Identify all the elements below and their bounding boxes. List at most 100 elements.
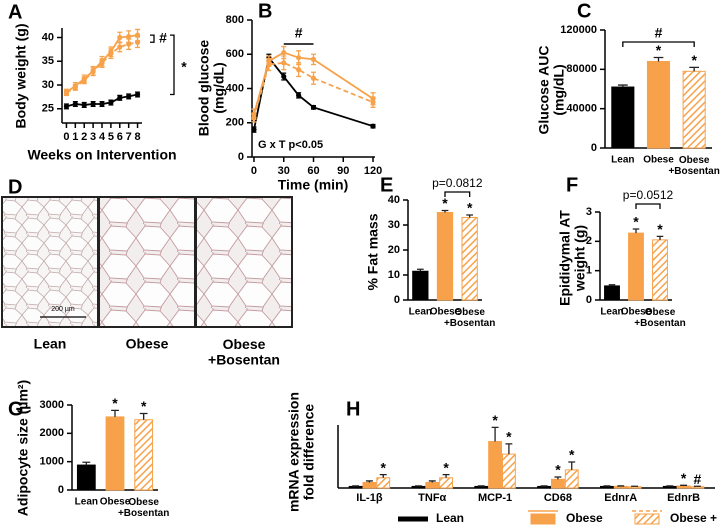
x-tick-label: Obese — [430, 307, 461, 318]
panel-letter: C — [577, 0, 591, 22]
error-bar — [689, 66, 700, 72]
significance-marker: * — [443, 459, 449, 475]
point — [370, 99, 376, 105]
point — [370, 123, 376, 129]
point — [72, 84, 78, 90]
point — [81, 102, 87, 108]
y-tick-label: 10 — [388, 269, 400, 281]
y-tick-label: 600 — [226, 48, 244, 60]
bar — [652, 239, 668, 301]
point — [99, 60, 105, 66]
x-tick-label: 6 — [117, 131, 123, 143]
bar — [501, 453, 516, 489]
significance-marker: * — [633, 214, 639, 230]
x-tick-label: 0 — [63, 131, 69, 143]
bar — [662, 485, 677, 489]
image-label: Lean — [34, 336, 67, 352]
x-tick-label: EdnrA — [604, 492, 637, 504]
annotation: p=0.0512 — [623, 188, 674, 202]
point — [90, 101, 96, 107]
panel-letter: D — [8, 176, 22, 198]
point — [251, 115, 257, 121]
bar — [412, 270, 429, 301]
point — [117, 44, 123, 50]
x-tick-label: 90 — [337, 165, 349, 177]
y-tick-label: 1000 — [40, 456, 64, 468]
bar — [105, 416, 125, 491]
x-tick-label: 8 — [134, 131, 140, 143]
point — [310, 104, 317, 110]
point — [134, 91, 141, 98]
panel-letter: G — [8, 398, 24, 420]
y-axis-label: % Fat mass — [365, 213, 381, 290]
y-axis-label: Glucose AUC(mg/dL) — [535, 46, 566, 135]
y-tick-label: 35 — [42, 55, 54, 67]
legend-label: Obese + Bosentan — [670, 511, 720, 525]
point — [126, 93, 132, 99]
y-tick-label: 0 — [591, 142, 597, 154]
y-tick-label: 3000 — [40, 399, 64, 411]
y-tick-label: 40000 — [566, 103, 597, 115]
series-line — [65, 41, 138, 94]
bar — [425, 481, 440, 489]
bar — [682, 70, 706, 149]
significance-marker: # — [694, 471, 702, 487]
y-tick-label: 3 — [586, 206, 592, 218]
bar — [376, 477, 391, 489]
error-bar — [111, 409, 119, 417]
error-bar — [365, 480, 373, 483]
x-tick-label: Lean — [600, 307, 623, 318]
significance-marker: * — [656, 42, 662, 58]
bar — [362, 481, 377, 489]
y-tick-label: 0 — [586, 294, 592, 306]
bar — [551, 478, 565, 489]
x-tick-label: 120 — [364, 165, 382, 177]
significance-marker: * — [555, 462, 561, 478]
error-bar — [656, 235, 664, 240]
x-tick-label: Obese +Bosentan — [118, 497, 169, 519]
x-tick-label: Obese — [621, 307, 652, 318]
point — [296, 92, 302, 98]
micrograph — [1, 196, 99, 328]
y-tick-label: 120000 — [560, 24, 597, 36]
point — [296, 55, 302, 61]
annotation: # — [295, 25, 303, 41]
x-tick-label: Lean — [75, 497, 98, 508]
x-tick-label: Obese +Bosentan — [634, 307, 685, 329]
x-tick-label: 5 — [108, 131, 114, 143]
bracket — [150, 34, 155, 43]
point — [134, 39, 141, 45]
point — [126, 41, 132, 47]
y-tick-label: 200 — [226, 117, 244, 129]
x-tick-label: 7 — [126, 131, 132, 143]
y-tick-label: 30 — [388, 219, 400, 231]
x-axis-label: Weeks on Intervention — [27, 147, 176, 163]
bar — [411, 485, 426, 489]
y-axis-label: mRNA expressionfold difference — [285, 392, 316, 512]
x-tick-label: 60 — [307, 165, 319, 177]
x-tick-label: Lean — [611, 155, 634, 166]
y-axis-label: Adipocyte size (µm²) — [15, 380, 31, 516]
point — [266, 61, 272, 68]
significance-marker: * — [492, 412, 498, 428]
significance-marker: * — [691, 52, 697, 68]
bar — [604, 285, 620, 301]
y-tick-label: 20 — [388, 244, 400, 256]
point — [251, 127, 257, 133]
point — [126, 33, 132, 40]
x-tick-label: 2 — [81, 131, 87, 143]
panel-letter: F — [566, 174, 578, 196]
image-label: Obese +Bosentan — [208, 336, 280, 367]
x-tick-label: Obese — [643, 155, 674, 166]
series-line — [253, 55, 374, 130]
significance-marker: * — [506, 429, 512, 445]
point — [108, 51, 114, 57]
point — [310, 75, 317, 81]
point — [81, 77, 87, 83]
significance-marker: * — [467, 200, 473, 216]
bar — [76, 464, 96, 491]
y-tick-label: 2 — [586, 235, 592, 247]
y-axis-label: Body weight (g) — [13, 24, 29, 129]
x-tick-label: 4 — [99, 131, 106, 143]
